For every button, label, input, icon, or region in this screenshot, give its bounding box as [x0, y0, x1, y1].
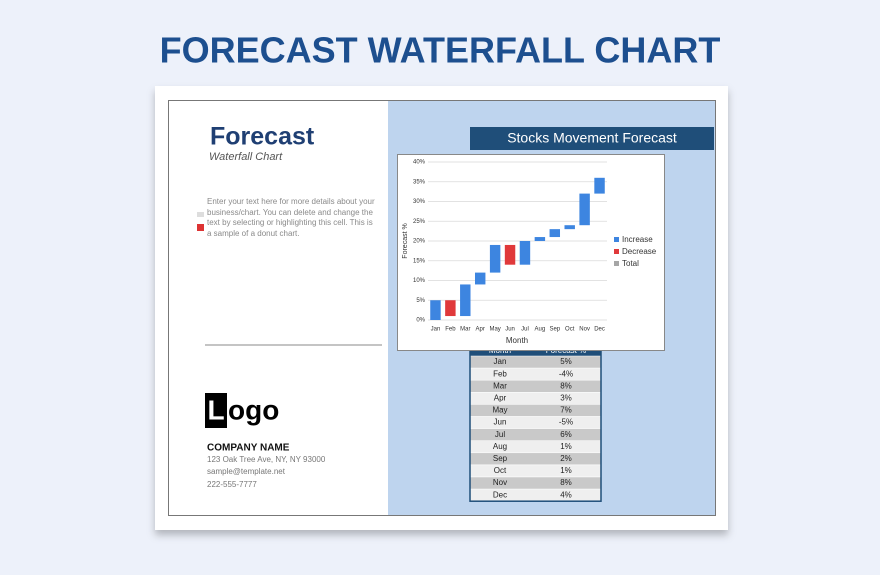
- x-tick-label: Aug: [535, 327, 546, 333]
- table-cell: 8%: [560, 381, 572, 390]
- table-cell: Aug: [493, 442, 507, 451]
- y-tick-label: 20%: [413, 239, 426, 245]
- x-tick-label: Jul: [521, 327, 529, 333]
- table-row: [469, 464, 602, 478]
- table-cell: Feb: [493, 369, 507, 378]
- legend-swatch: [614, 237, 619, 242]
- x-tick-label: Apr: [476, 327, 485, 333]
- table-cell: 2%: [560, 454, 572, 463]
- x-axis-label: Month: [506, 336, 528, 345]
- y-tick-label: 0%: [416, 318, 425, 324]
- legend-swatch: [614, 261, 619, 266]
- table-cell: 5%: [560, 357, 572, 366]
- document-border: [168, 100, 716, 516]
- company-phone: 222-555-7777: [207, 480, 257, 489]
- icon: [197, 224, 204, 231]
- bar: [460, 284, 471, 317]
- table-cell: May: [492, 406, 507, 415]
- table-row: [469, 428, 602, 441]
- x-tick-label: May: [489, 327, 500, 333]
- table-cell: Jun: [494, 418, 507, 427]
- table-row: [469, 476, 602, 490]
- table-cell: Jul: [495, 430, 505, 439]
- x-tick-label: Dec: [594, 327, 605, 333]
- x-tick-label: Jun: [505, 327, 515, 333]
- bar: [549, 229, 561, 238]
- bar: [579, 193, 590, 226]
- table-row: [469, 452, 602, 466]
- table-cell: 6%: [560, 430, 572, 439]
- table-cell: Nov: [493, 478, 507, 487]
- y-tick-label: 30%: [413, 199, 426, 205]
- table-cell: 3%: [560, 393, 572, 402]
- bar: [594, 177, 605, 194]
- table-row: [469, 367, 602, 381]
- x-tick-label: Nov: [579, 327, 590, 333]
- company-name: COMPANY NAME: [207, 443, 290, 454]
- table-cell: Mar: [493, 381, 507, 390]
- heading: Forecast: [210, 123, 315, 151]
- data-table: MonthForecast %Jan5%Feb-4%Mar8%Apr3%May7…: [469, 344, 602, 502]
- table-row: [469, 488, 602, 502]
- subheading: Waterfall Chart: [209, 151, 283, 163]
- bar: [519, 241, 531, 265]
- table-row: [469, 392, 602, 405]
- bar: [534, 237, 546, 241]
- body-container: Enter your text here for more details ab…: [207, 197, 375, 238]
- table-cell: Jan: [494, 357, 507, 366]
- legend-label: Increase: [622, 235, 653, 244]
- y-tick-label: 10%: [413, 278, 426, 284]
- logo-mark: L: [207, 394, 224, 425]
- legend-label: Total: [622, 259, 639, 268]
- table-row: [469, 355, 602, 369]
- table-cell: -4%: [559, 369, 573, 378]
- y-tick-label: 5%: [416, 298, 425, 304]
- table-cell: 7%: [560, 406, 572, 415]
- table-cell: 4%: [560, 490, 572, 499]
- x-tick-label: Feb: [445, 327, 456, 333]
- y-tick-label: 25%: [413, 219, 426, 225]
- table-cell: Apr: [494, 393, 507, 402]
- icon: [197, 212, 204, 217]
- table-cell: Dec: [493, 490, 507, 499]
- table-row: [469, 440, 602, 454]
- page-title: FORECAST WATERFALL CHART: [160, 30, 721, 71]
- table-row: [469, 416, 602, 429]
- body-text: Enter your text here for more details ab…: [207, 197, 375, 238]
- table-cell: -5%: [559, 418, 573, 427]
- table-cell: 1%: [560, 442, 572, 451]
- y-tick-label: 35%: [413, 179, 426, 185]
- logo-box: [205, 393, 227, 428]
- bar: [504, 244, 516, 265]
- x-tick-label: Sep: [549, 327, 560, 333]
- company-email: sample@template.net: [207, 467, 286, 476]
- x-tick-label: Oct: [565, 327, 575, 333]
- table-row: [469, 379, 602, 393]
- table-cell: Oct: [494, 466, 507, 475]
- chart-title-bar: [470, 127, 714, 150]
- y-tick-label: 15%: [413, 258, 426, 264]
- chart-box: [397, 154, 665, 351]
- chart-title: Stocks Movement Forecast: [507, 130, 677, 146]
- y-tick-label: 40%: [413, 160, 426, 166]
- table-row: [469, 404, 602, 417]
- x-tick-label: Jan: [431, 327, 441, 333]
- bar: [445, 300, 456, 317]
- bar: [564, 225, 575, 230]
- table-cell: 1%: [560, 466, 572, 475]
- legend-swatch: [614, 249, 619, 254]
- y-axis-label: Forecast %: [402, 223, 409, 258]
- x-tick-label: Mar: [460, 327, 470, 333]
- legend-label: Decrease: [622, 247, 657, 256]
- company-address: 123 Oak Tree Ave, NY, NY 93000: [207, 455, 326, 464]
- bar: [489, 244, 501, 273]
- table-cell: 8%: [560, 478, 572, 487]
- table-cell: Sep: [493, 454, 508, 463]
- bar: [430, 300, 441, 320]
- logo-text: ogo: [228, 394, 279, 425]
- plot: 0% 5% 10% 15% 20% 25% 30% 35% 40% Jan Feb Mar Apr May…: [413, 160, 657, 333]
- bar: [474, 272, 486, 285]
